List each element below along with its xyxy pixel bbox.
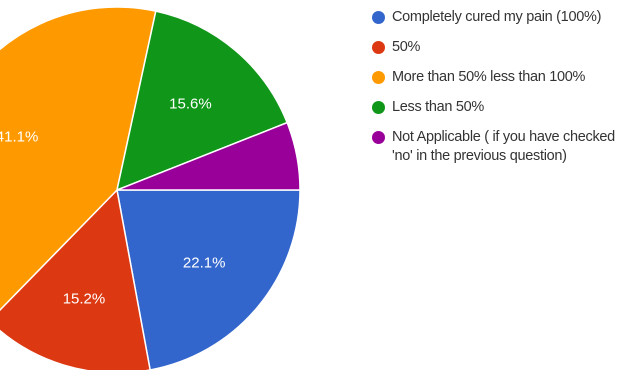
- legend-item-4: Not Applicable ( if you have checked 'no…: [372, 128, 617, 166]
- slice-label-3: 15.6%: [169, 95, 212, 112]
- legend-item-3: Less than 50%: [372, 98, 617, 117]
- legend-swatch-1: [372, 41, 385, 54]
- slice-label-2: 41.1%: [0, 128, 38, 145]
- legend: Completely cured my pain (100%) 50% More t…: [372, 8, 617, 177]
- legend-item-1: 50%: [372, 38, 617, 57]
- legend-label-4: Not Applicable ( if you have checked 'no…: [392, 129, 615, 164]
- pie-slice-3: [115, 10, 289, 192]
- legend-swatch-2: [372, 71, 385, 84]
- slice-label-1: 15.2%: [63, 291, 106, 308]
- pie-slice-0: [116, 189, 301, 370]
- legend-item-2: More than 50% less than 100%: [372, 68, 617, 87]
- legend-label-0: Completely cured my pain (100%): [392, 9, 602, 25]
- pie-slice-1: [0, 188, 151, 370]
- legend-swatch-0: [372, 11, 385, 24]
- legend-label-2: More than 50% less than 100%: [392, 69, 586, 85]
- slice-label-0: 22.1%: [183, 255, 226, 272]
- legend-label-3: Less than 50%: [392, 99, 485, 115]
- legend-swatch-3: [372, 101, 385, 114]
- pie-slice-2: [0, 6, 157, 312]
- legend-label-1: 50%: [392, 39, 421, 55]
- pie-slice-4: [116, 121, 301, 191]
- legend-swatch-4: [372, 131, 385, 144]
- legend-item-0: Completely cured my pain (100%): [372, 8, 617, 27]
